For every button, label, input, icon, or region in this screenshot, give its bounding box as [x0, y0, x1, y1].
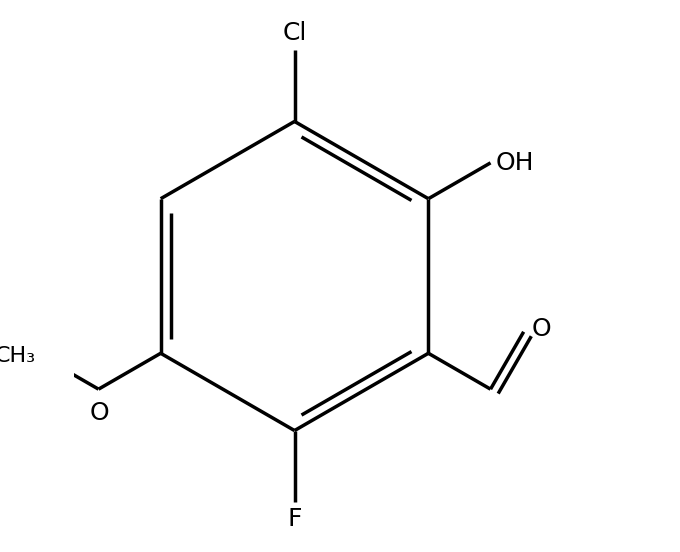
Text: OH: OH: [496, 151, 534, 175]
Text: F: F: [287, 507, 302, 530]
Text: CH₃: CH₃: [0, 346, 35, 366]
Text: O: O: [532, 317, 551, 341]
Text: O: O: [90, 401, 109, 425]
Text: Cl: Cl: [282, 22, 307, 45]
